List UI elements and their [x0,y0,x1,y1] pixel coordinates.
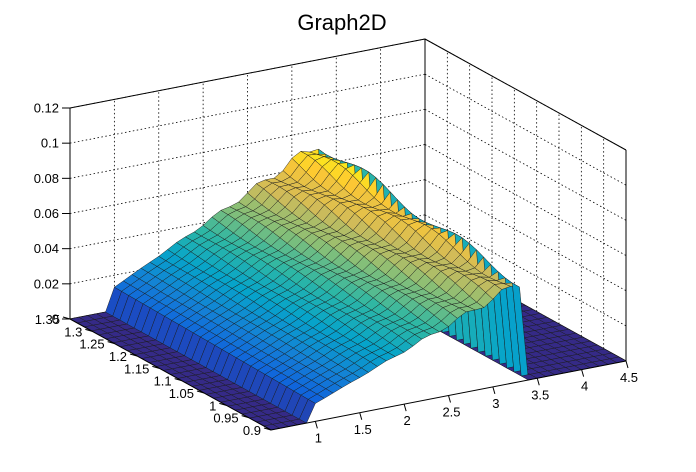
y-tick-mark [152,365,160,369]
y-tick-label: 1.35 [35,312,60,327]
x-tick-label: 2.5 [442,405,460,420]
x-tick-mark [314,421,318,429]
y-tick-label: 1.2 [109,349,127,364]
y-tick-mark [62,316,71,320]
y-tick-label: 1.15 [124,361,149,376]
x-tick-label: 3.5 [531,387,549,402]
x-tick-mark [448,395,451,403]
y-tick-mark [196,390,205,394]
x-tick-label: 1 [315,430,322,445]
z-tick-label: 0.08 [34,171,59,186]
y-tick-mark [219,402,227,406]
z-tick-label: 0.1 [41,136,59,151]
z-tick-label: 0.06 [34,206,59,221]
x-tick-mark [581,369,585,377]
y-tick-mark [107,341,115,345]
z-tick-label: 0.04 [34,241,59,256]
y-axis-line [69,318,272,431]
surface-plot [69,148,627,431]
z-grid-line [424,73,627,186]
x-tick-mark [492,386,496,395]
x-tick-label: 2 [404,413,411,428]
z-grid-line [69,73,426,144]
y-tick-label: 1.1 [154,374,172,389]
z-tick-label: 0 [52,312,59,327]
frame-edge [424,38,627,151]
chart-title: Graph2D [297,10,386,35]
z-grid-line [424,108,627,221]
x-tick-label: 1.5 [354,422,372,437]
y-tick-label: 0.95 [213,411,238,426]
x-tick-label: 3 [492,396,499,411]
y-tick-label: 1.05 [169,386,194,401]
x-tick-mark [536,378,540,386]
y-tick-mark [85,328,93,332]
y-tick-mark [174,378,182,382]
axis-ticks: 00.020.040.060.080.10.120.90.9511.051.11… [34,101,638,446]
frame-edge [69,38,426,109]
x-tick-label: 4 [581,379,588,394]
x-tick-label: 4.5 [620,370,638,385]
x-tick-mark [359,412,363,420]
x-tick-mark [625,360,629,369]
y-tick-label: 1 [209,398,216,413]
z-tick-label: 0.02 [34,276,59,291]
y-tick-mark [129,353,138,357]
x-tick-mark [403,403,407,412]
y-tick-mark [263,427,272,431]
y-tick-label: 1.3 [64,324,82,339]
y-tick-label: 0.9 [243,423,261,438]
y-tick-mark [241,415,249,419]
y-tick-label: 1.25 [79,337,104,352]
z-tick-label: 0.12 [34,101,59,116]
